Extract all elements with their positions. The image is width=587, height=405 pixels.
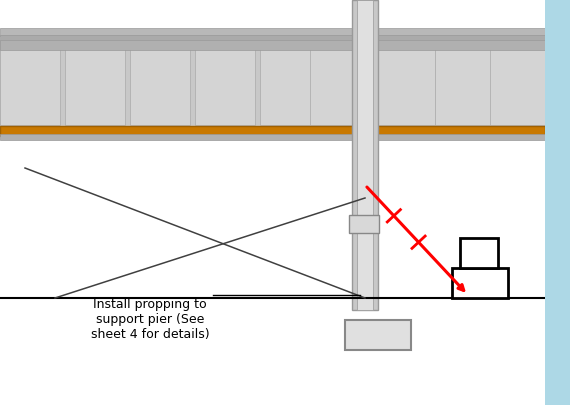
Bar [452,268,508,298]
Bar [0,126,545,136]
Bar [65,45,125,125]
Bar [130,45,190,125]
Bar [0,40,545,130]
Bar [195,45,255,125]
Bar [310,45,370,125]
Bar [435,45,495,125]
Bar [0,134,545,140]
Bar [0,35,545,43]
Bar [460,238,498,268]
Bar [352,0,378,310]
Bar [490,45,550,125]
Bar [375,45,435,125]
Bar [0,45,60,125]
Text: Install propping to
support pier (See
sheet 4 for details): Install propping to support pier (See sh… [90,298,210,341]
Bar [345,320,411,350]
Bar [260,45,320,125]
Bar [349,215,379,233]
Bar [357,0,373,310]
Bar [0,28,545,36]
Bar [0,40,545,50]
